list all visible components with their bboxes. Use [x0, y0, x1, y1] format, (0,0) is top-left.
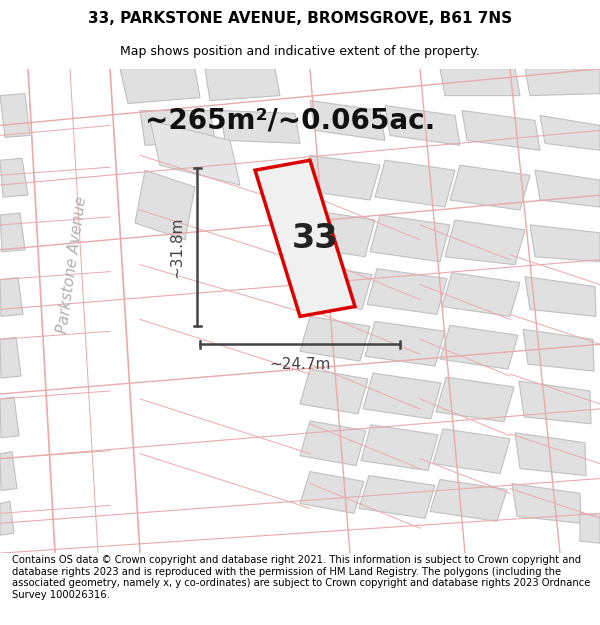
- Polygon shape: [430, 479, 507, 521]
- Polygon shape: [205, 69, 280, 101]
- Text: 33, PARKSTONE AVENUE, BROMSGROVE, B61 7NS: 33, PARKSTONE AVENUE, BROMSGROVE, B61 7N…: [88, 11, 512, 26]
- Polygon shape: [525, 69, 600, 96]
- Polygon shape: [0, 452, 17, 491]
- Polygon shape: [512, 484, 581, 523]
- Polygon shape: [580, 513, 600, 543]
- Polygon shape: [150, 121, 240, 185]
- Text: ~31.8m: ~31.8m: [170, 216, 185, 278]
- Polygon shape: [0, 213, 25, 252]
- Polygon shape: [375, 160, 455, 207]
- Polygon shape: [519, 381, 591, 424]
- Polygon shape: [367, 269, 447, 314]
- Text: Parkstone Avenue: Parkstone Avenue: [55, 195, 89, 334]
- Polygon shape: [530, 225, 600, 262]
- Polygon shape: [359, 476, 435, 518]
- Polygon shape: [300, 155, 380, 200]
- Polygon shape: [255, 160, 355, 316]
- Polygon shape: [0, 158, 28, 197]
- Polygon shape: [0, 94, 30, 138]
- Polygon shape: [310, 101, 385, 141]
- Polygon shape: [442, 272, 520, 316]
- Polygon shape: [220, 111, 300, 143]
- Polygon shape: [440, 326, 518, 369]
- Polygon shape: [0, 501, 14, 535]
- Polygon shape: [535, 170, 600, 207]
- Polygon shape: [300, 369, 368, 414]
- Polygon shape: [436, 377, 514, 422]
- Polygon shape: [300, 210, 375, 257]
- Text: ~265m²/~0.065ac.: ~265m²/~0.065ac.: [145, 106, 435, 134]
- Polygon shape: [363, 373, 441, 419]
- Polygon shape: [523, 329, 594, 371]
- Polygon shape: [370, 215, 450, 262]
- Polygon shape: [445, 220, 525, 265]
- Polygon shape: [462, 111, 540, 150]
- Polygon shape: [515, 432, 586, 476]
- Polygon shape: [135, 170, 195, 240]
- Text: 33: 33: [292, 222, 338, 255]
- Polygon shape: [300, 316, 370, 361]
- Polygon shape: [540, 116, 600, 150]
- Polygon shape: [361, 425, 438, 471]
- Polygon shape: [300, 472, 364, 513]
- Polygon shape: [525, 277, 596, 316]
- Polygon shape: [450, 165, 530, 210]
- Polygon shape: [440, 69, 520, 96]
- Polygon shape: [365, 321, 445, 366]
- Polygon shape: [120, 69, 200, 104]
- Polygon shape: [0, 278, 23, 316]
- Polygon shape: [140, 111, 215, 146]
- Polygon shape: [433, 429, 510, 474]
- Text: Map shows position and indicative extent of the property.: Map shows position and indicative extent…: [120, 45, 480, 58]
- Polygon shape: [0, 338, 21, 378]
- Polygon shape: [300, 421, 366, 466]
- Text: Contains OS data © Crown copyright and database right 2021. This information is : Contains OS data © Crown copyright and d…: [12, 555, 590, 600]
- Polygon shape: [0, 397, 19, 437]
- Polygon shape: [385, 106, 460, 146]
- Text: ~24.7m: ~24.7m: [269, 357, 331, 372]
- Polygon shape: [300, 265, 372, 309]
